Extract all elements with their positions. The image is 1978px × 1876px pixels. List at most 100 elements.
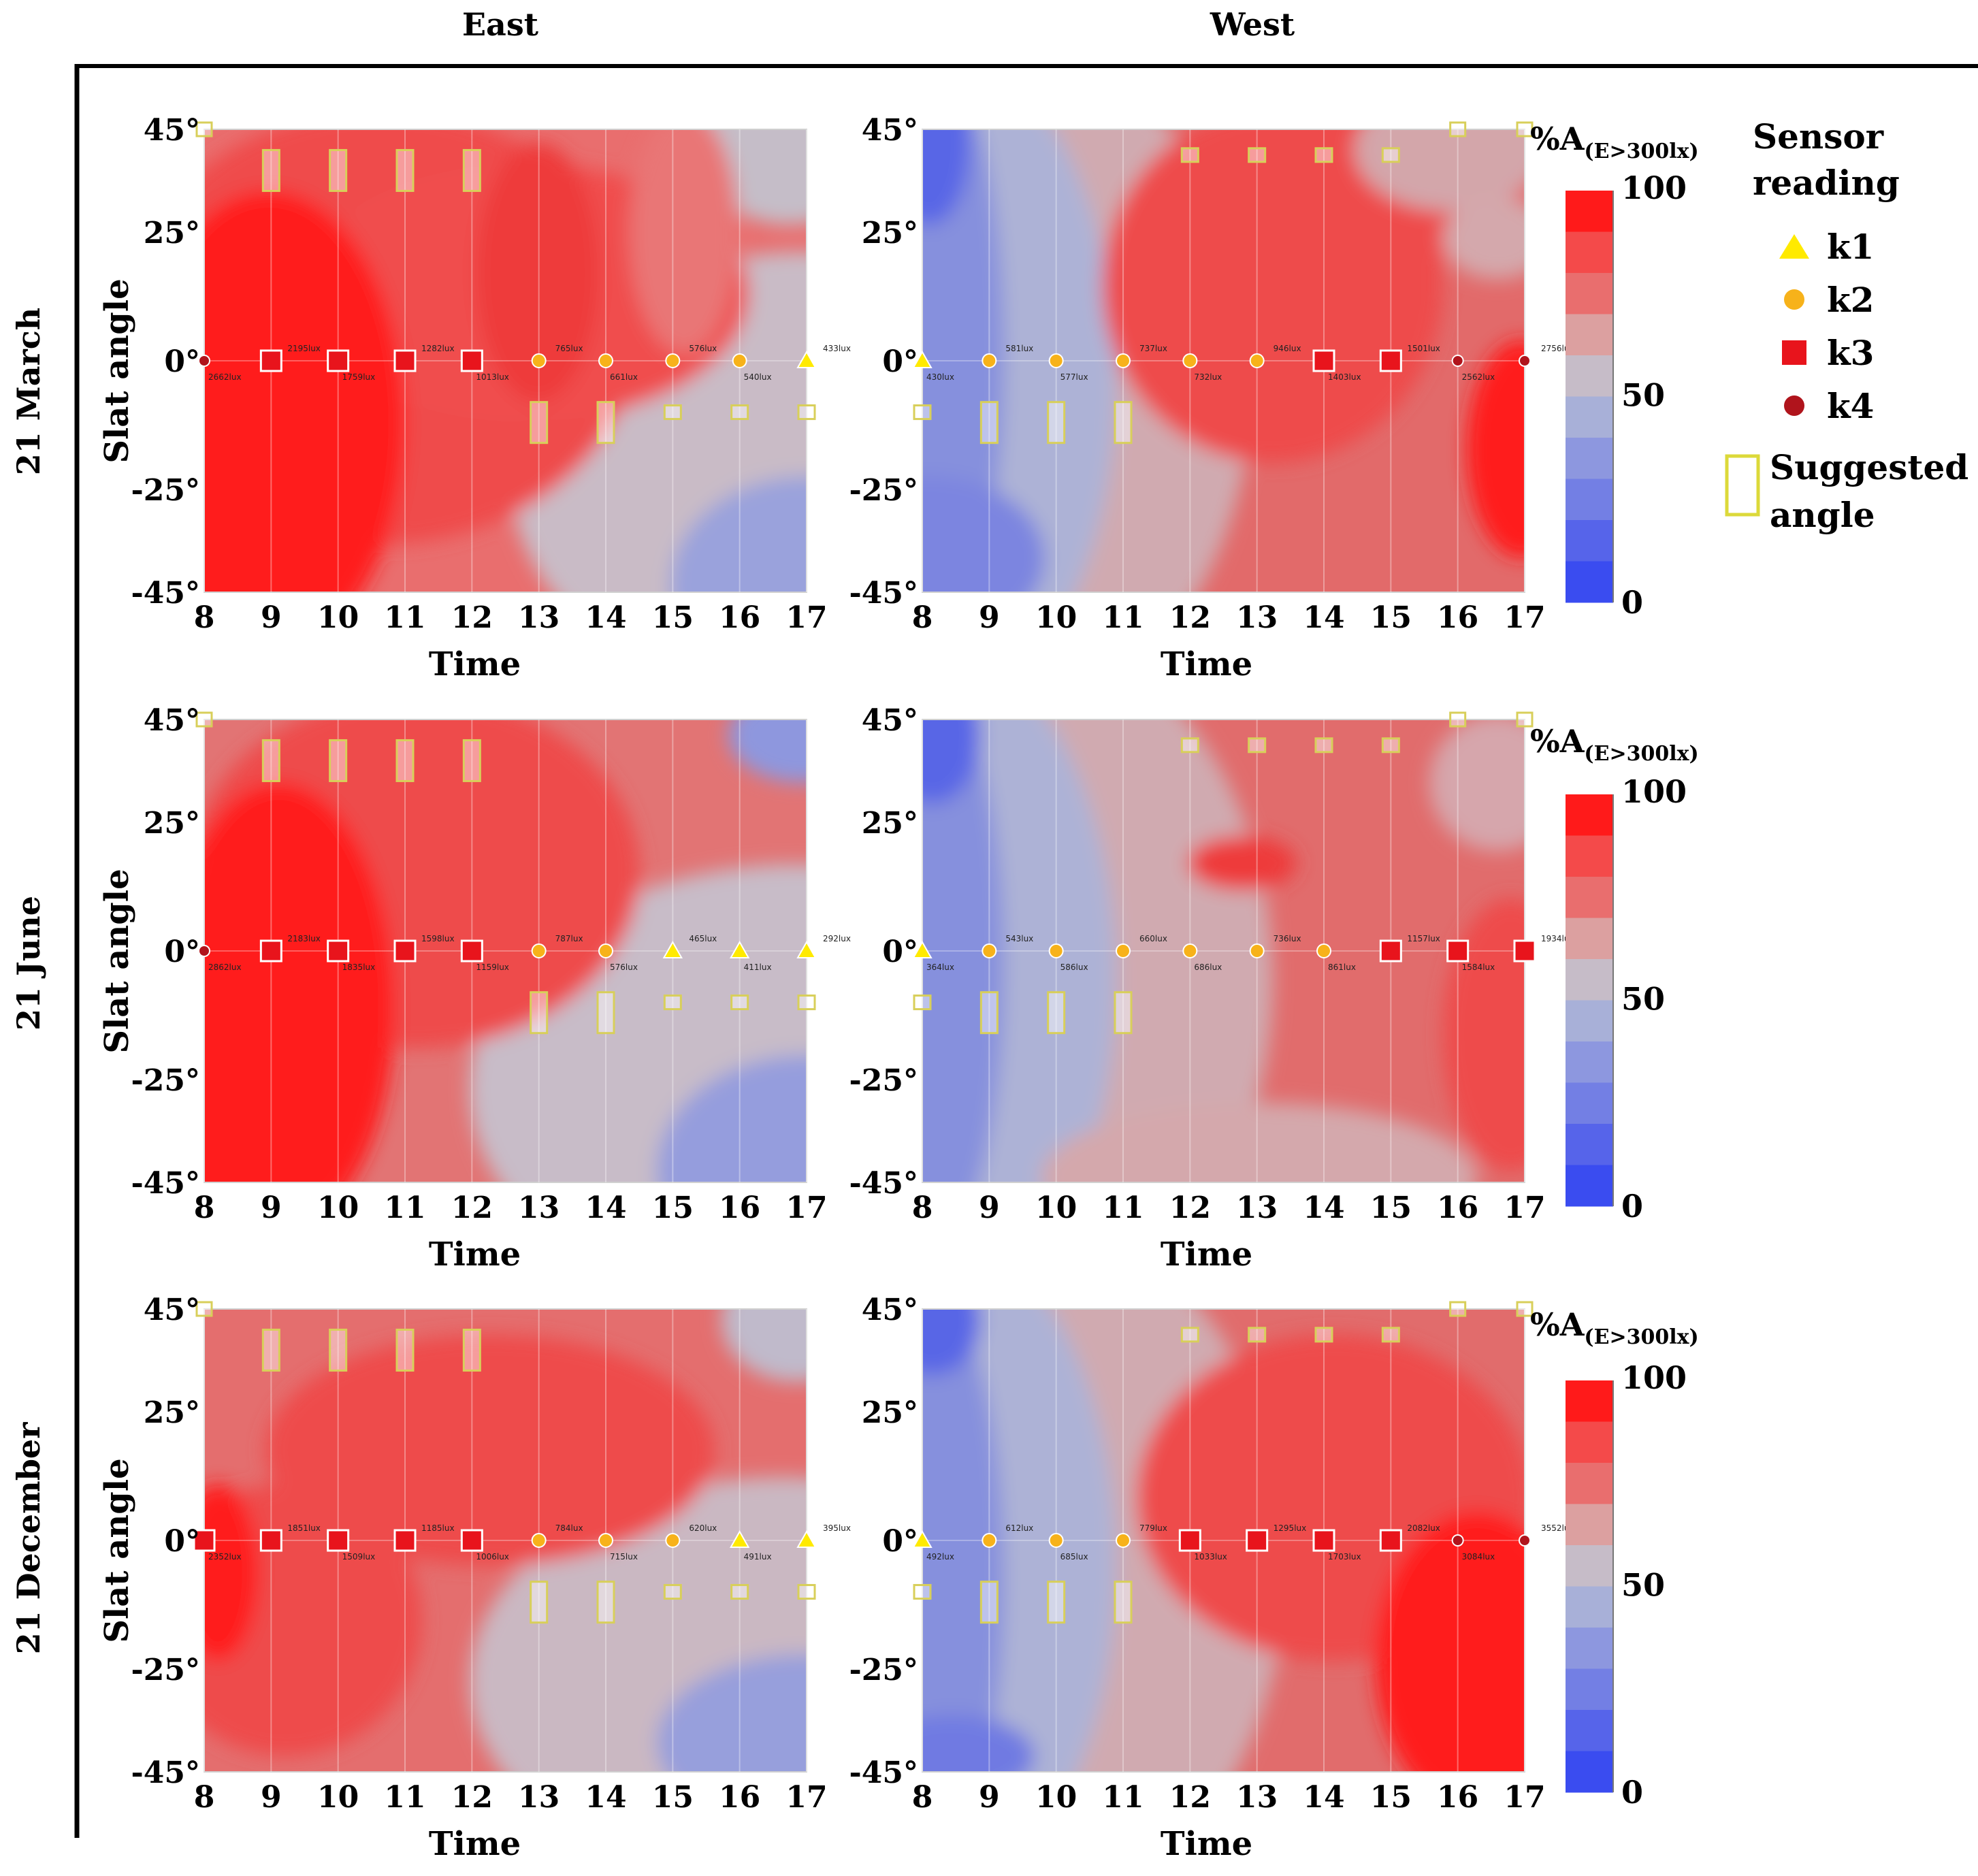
y-tick-label: 25° [144,806,200,841]
lux-label: 2862lux [208,963,242,972]
colorbar-segment [1566,1586,1613,1628]
x-tick-label: 9 [261,1780,282,1815]
sensor-marker-k3 [193,1529,216,1552]
colorbar-segment [1566,794,1613,836]
lux-label: 1403lux [1328,372,1361,382]
x-tick-label: 14 [1303,600,1344,635]
x-tick-label: 14 [1303,1191,1344,1225]
suggested-angle-box [1449,121,1467,138]
colorbar-segment [1566,273,1613,314]
suggested-angle-box [913,404,932,421]
suggested-angle-box [1248,147,1267,163]
suggested-angle-box [1449,1301,1467,1317]
colorbar-label: 100 [1621,773,1687,810]
x-tick-label: 11 [384,1780,425,1815]
suggested-angle-box [395,1328,415,1372]
y-tick-label: 25° [144,1395,200,1430]
x-tick-label: 12 [1169,600,1211,635]
lux-label: 946lux [1274,344,1301,353]
x-tick-label: 17 [785,1191,827,1225]
suggested-angle-box [195,711,213,728]
colorbar-segment [1566,835,1613,877]
y-axis-title: Slat angle [98,278,136,463]
contour-field-june-east [204,719,807,1182]
colorbar-segment [1566,918,1613,960]
colorbar-segment [1566,1165,1613,1207]
lux-label: 1835lux [342,963,376,972]
lux-label: 1185lux [421,1523,455,1533]
x-tick-label: 14 [585,1191,626,1225]
x-tick-label: 13 [518,1191,560,1225]
lux-label: 3084lux [1462,1552,1495,1562]
suggested-angle-box [1449,711,1467,728]
x-tick-label: 10 [1035,1780,1077,1815]
suggested-angle-box [1314,147,1333,163]
suggested-angle-box [1180,737,1199,754]
y-tick-label: 0° [164,935,200,969]
sensor-marker-k4 [198,945,210,957]
y-tick-label: -45° [131,1756,201,1790]
x-tick-label: 16 [1437,1780,1478,1815]
x-tick-label: 15 [1370,1780,1412,1815]
suggested-angle-box [1381,147,1400,163]
sensor-marker-k3 [460,349,483,372]
lux-label: 1159lux [476,963,509,972]
lux-label: 1033lux [1194,1552,1227,1562]
suggested-angle-box [913,994,932,1011]
suggested-angle-box [329,739,348,782]
lux-label: 1013lux [476,372,509,382]
x-tick-label: 16 [719,1191,760,1225]
sensor-marker-k3 [1312,349,1335,372]
y-tick-label: 0° [164,344,200,379]
colorbar-segment [1566,1668,1613,1711]
lux-label: 661lux [610,372,638,382]
x-axis-title: Time [1161,1825,1252,1863]
sensor-marker-k1 [729,940,750,958]
x-tick-label: 12 [451,1191,493,1225]
suggested-angle-box [1114,401,1133,444]
colorbar-title: %A(E>300lx) [1530,723,1699,766]
sensor-marker-k3 [1446,939,1470,963]
x-tick-label: 10 [317,1191,359,1225]
suggested-angle-box [329,148,348,192]
y-tick-label: 45° [144,113,200,148]
panels-dynamic: 2195lux 1282lux 765lux 576lux 433lux 2662lux 1… [98,113,1574,1863]
y-tick-label: -25° [849,473,919,508]
suggested-angle-box [1381,737,1400,754]
y-tick-label: 45° [144,703,200,738]
sensor-marker-k3 [259,939,282,963]
x-tick-label: 12 [1169,1780,1211,1815]
suggested-angle-box [462,148,481,192]
y-axis-title: Slat angle [98,869,136,1053]
suggested-angle-box [1248,1327,1267,1343]
sensor-marker-k3 [1379,1529,1402,1552]
sensor-marker-k3 [1312,1529,1335,1552]
legend-k2-circle [1784,289,1804,310]
colorbar-segment [1566,520,1613,562]
colorbar-segment [1566,479,1613,521]
y-tick-label: -45° [131,1166,201,1201]
colorbar-segment [1566,959,1613,1001]
x-tick-label: 10 [317,1780,359,1815]
y-tick-label: -45° [131,576,201,611]
colorbar-segment [1566,396,1613,438]
x-tick-label: 17 [785,1780,827,1815]
column-title-east: East [462,6,539,43]
colorbar-segment [1566,1504,1613,1546]
suggested-angle-box [979,991,999,1035]
sensor-marker-k2 [1048,353,1064,368]
colorbar-segment [1566,191,1613,232]
sensor-marker-k1 [796,940,817,958]
contour-field-march-west [922,129,1525,592]
x-tick-label: 8 [194,600,215,635]
lux-label: 1295lux [1274,1523,1307,1533]
x-tick-label: 9 [261,600,282,635]
suggested-angle-box [1180,1327,1199,1343]
suggested-angle-box [1248,737,1267,754]
x-tick-label: 10 [317,600,359,635]
contour-field-june-west [922,719,1525,1182]
panel-december-west [922,1308,1525,1773]
sensor-marker-k3 [1246,1529,1269,1552]
